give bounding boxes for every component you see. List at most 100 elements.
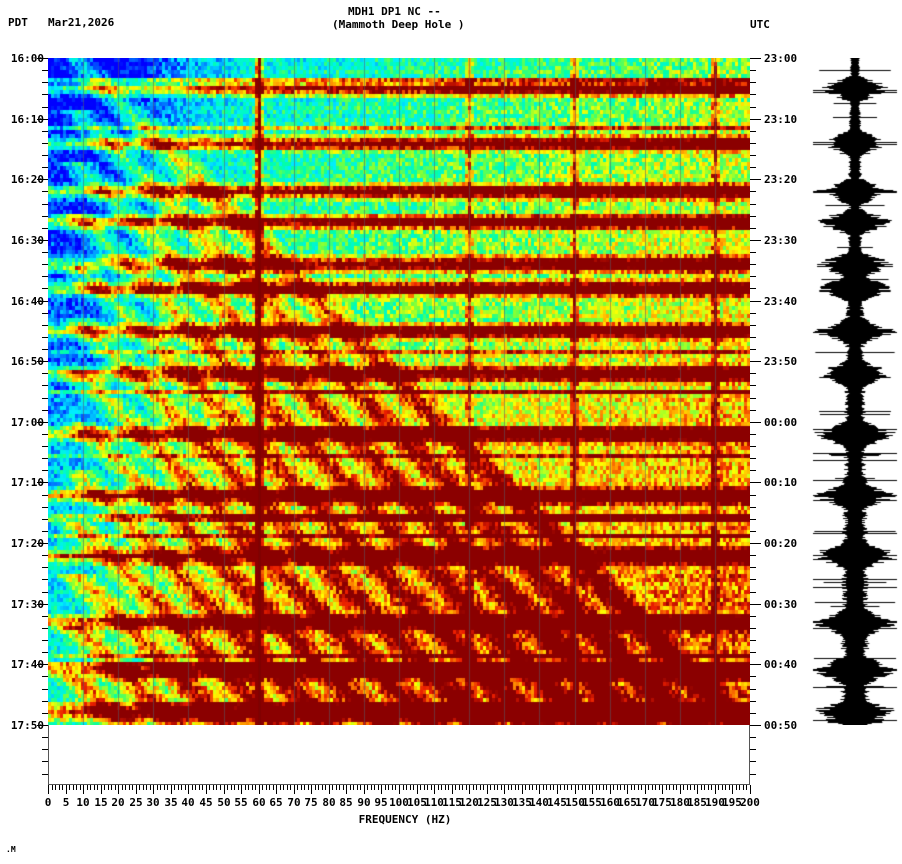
freq-tick-minor bbox=[143, 785, 144, 790]
freq-tick-minor bbox=[185, 785, 186, 790]
freq-tick-minor bbox=[195, 785, 196, 790]
time-tick-minor bbox=[750, 628, 756, 629]
freq-tick-major bbox=[171, 785, 172, 794]
freq-tick-minor bbox=[238, 785, 239, 790]
time-tick-major bbox=[37, 119, 48, 120]
freq-tick-major bbox=[118, 785, 119, 794]
freq-tick-minor bbox=[213, 785, 214, 790]
freq-tick-minor bbox=[736, 785, 737, 790]
freq-tick-minor bbox=[459, 785, 460, 790]
time-tick-minor bbox=[750, 191, 756, 192]
freq-tick-minor bbox=[287, 785, 288, 790]
freq-tick-minor bbox=[231, 785, 232, 790]
freq-tick-minor bbox=[262, 785, 263, 790]
freq-label: 65 bbox=[269, 796, 283, 809]
time-tick-major bbox=[37, 361, 48, 362]
time-tick-major bbox=[37, 482, 48, 483]
freq-tick-minor bbox=[290, 785, 291, 790]
freq-tick-major bbox=[311, 785, 312, 794]
freq-tick-major bbox=[610, 785, 611, 794]
time-tick-minor bbox=[42, 774, 48, 775]
freq-tick-minor bbox=[567, 785, 568, 790]
freq-tick-minor bbox=[606, 785, 607, 790]
freq-label: 75 bbox=[304, 796, 318, 809]
freq-tick-minor bbox=[550, 785, 551, 790]
freq-tick-major bbox=[645, 785, 646, 794]
freq-label: 70 bbox=[287, 796, 301, 809]
freq-tick-minor bbox=[746, 785, 747, 790]
freq-tick-major bbox=[241, 785, 242, 794]
freq-tick-minor bbox=[52, 785, 53, 790]
freq-label: 30 bbox=[146, 796, 160, 809]
time-tick-major bbox=[750, 725, 761, 726]
freq-tick-minor bbox=[332, 785, 333, 790]
time-tick-minor bbox=[750, 616, 756, 617]
freq-tick-minor bbox=[374, 785, 375, 790]
freq-tick-minor bbox=[385, 785, 386, 790]
freq-tick-minor bbox=[378, 785, 379, 790]
freq-tick-minor bbox=[420, 785, 421, 790]
time-tick-minor bbox=[750, 325, 756, 326]
time-tick-major bbox=[750, 482, 761, 483]
freq-tick-minor bbox=[139, 785, 140, 790]
time-tick-minor bbox=[42, 495, 48, 496]
freq-tick-major bbox=[557, 785, 558, 794]
time-tick-minor bbox=[42, 713, 48, 714]
time-tick-minor bbox=[42, 373, 48, 374]
freq-tick-minor bbox=[367, 785, 368, 790]
time-label-pdt: 16:00 bbox=[10, 52, 44, 65]
time-tick-major bbox=[37, 604, 48, 605]
freq-label: 50 bbox=[217, 796, 231, 809]
freq-tick-minor bbox=[739, 785, 740, 790]
freq-tick-minor bbox=[669, 785, 670, 790]
time-tick-major bbox=[37, 240, 48, 241]
freq-tick-major bbox=[680, 785, 681, 794]
freq-tick-major bbox=[399, 785, 400, 794]
time-label-utc: 23:20 bbox=[764, 173, 798, 186]
station-title-line1: MDH1 DP1 NC -- bbox=[348, 5, 441, 18]
freq-tick-minor bbox=[476, 785, 477, 790]
freq-tick-major bbox=[732, 785, 733, 794]
time-tick-minor bbox=[750, 652, 756, 653]
time-tick-minor bbox=[42, 385, 48, 386]
freq-label: 5 bbox=[62, 796, 70, 809]
freq-tick-major bbox=[101, 785, 102, 794]
freq-tick-minor bbox=[536, 785, 537, 790]
time-tick-minor bbox=[42, 313, 48, 314]
freq-tick-minor bbox=[209, 785, 210, 790]
time-tick-minor bbox=[42, 204, 48, 205]
freq-tick-major bbox=[206, 785, 207, 794]
freq-tick-minor bbox=[280, 785, 281, 790]
freq-tick-minor bbox=[704, 785, 705, 790]
freq-tick-major bbox=[136, 785, 137, 794]
freq-tick-minor bbox=[634, 785, 635, 790]
time-label-utc: 00:40 bbox=[764, 658, 798, 671]
freq-tick-minor bbox=[546, 785, 547, 790]
freq-tick-minor bbox=[94, 785, 95, 790]
time-tick-minor bbox=[42, 82, 48, 83]
time-tick-minor bbox=[42, 252, 48, 253]
freq-tick-minor bbox=[357, 785, 358, 790]
spectrogram-plot[interactable] bbox=[48, 58, 750, 725]
freq-tick-minor bbox=[178, 785, 179, 790]
freq-tick-minor bbox=[532, 785, 533, 790]
freq-tick-minor bbox=[322, 785, 323, 790]
freq-tick-major bbox=[452, 785, 453, 794]
freq-tick-minor bbox=[718, 785, 719, 790]
freq-tick-major bbox=[329, 785, 330, 794]
time-tick-minor bbox=[42, 749, 48, 750]
time-tick-minor bbox=[42, 155, 48, 156]
time-tick-minor bbox=[750, 749, 756, 750]
freq-tick-minor bbox=[73, 785, 74, 790]
station-title-line2: (Mammoth Deep Hole ) bbox=[332, 18, 465, 31]
time-label-pdt: 17:20 bbox=[10, 537, 44, 550]
freq-tick-minor bbox=[490, 785, 491, 790]
freq-tick-minor bbox=[596, 785, 597, 790]
time-tick-minor bbox=[750, 94, 756, 95]
freq-tick-minor bbox=[529, 785, 530, 790]
freq-tick-minor bbox=[525, 785, 526, 790]
freq-label: 20 bbox=[111, 796, 125, 809]
time-tick-minor bbox=[42, 337, 48, 338]
time-tick-minor bbox=[42, 446, 48, 447]
time-label-pdt: 17:30 bbox=[10, 598, 44, 611]
